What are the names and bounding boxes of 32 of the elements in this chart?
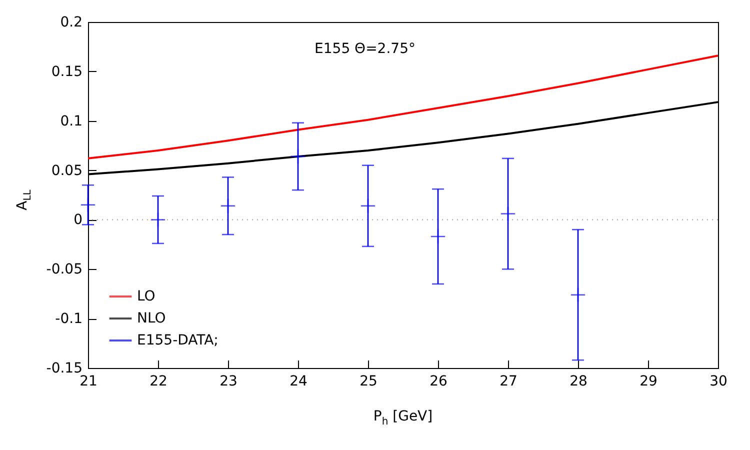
point (290, 148, 306, 164)
y-tick-label: 0.2 (60, 14, 82, 30)
y-tick-label: -0.05 (46, 262, 82, 278)
y-tick-label: -0.15 (46, 360, 82, 376)
y-tick-label: 0.05 (51, 162, 82, 179)
point (360, 198, 376, 214)
x-tick-label: 22 (150, 374, 168, 390)
line-series (87, 54, 719, 160)
legend-label: E155-DATA; (137, 332, 218, 348)
point (220, 198, 236, 214)
point (500, 206, 516, 222)
legend-label: NLO (137, 310, 166, 326)
x-axis-title: P$_{h}$ [GeV] (373, 408, 433, 428)
x-tick-label: 30 (710, 374, 728, 390)
point (430, 228, 446, 244)
y-tick-label: -0.1 (55, 311, 82, 328)
legend-label: LO (137, 288, 156, 304)
x-tick-label: 23 (220, 374, 238, 390)
x-tick-label: 26 (430, 374, 448, 390)
x-tick-label: 24 (290, 374, 308, 390)
point (80, 197, 96, 213)
y-tick-label: 0.15 (51, 64, 82, 80)
y-tick-label: 0.1 (60, 113, 82, 130)
point (150, 212, 166, 228)
x-tick-label: 28 (570, 374, 588, 390)
x-tick-label: 27 (500, 374, 518, 390)
point (570, 287, 586, 303)
x-tick-label: 25 (360, 374, 378, 390)
annotation: E155 Θ=2.75° (314, 41, 416, 57)
y-tick-label: 0 (74, 212, 82, 228)
x-tick-label: 21 (80, 374, 98, 390)
x-tick-label: 29 (640, 374, 658, 390)
